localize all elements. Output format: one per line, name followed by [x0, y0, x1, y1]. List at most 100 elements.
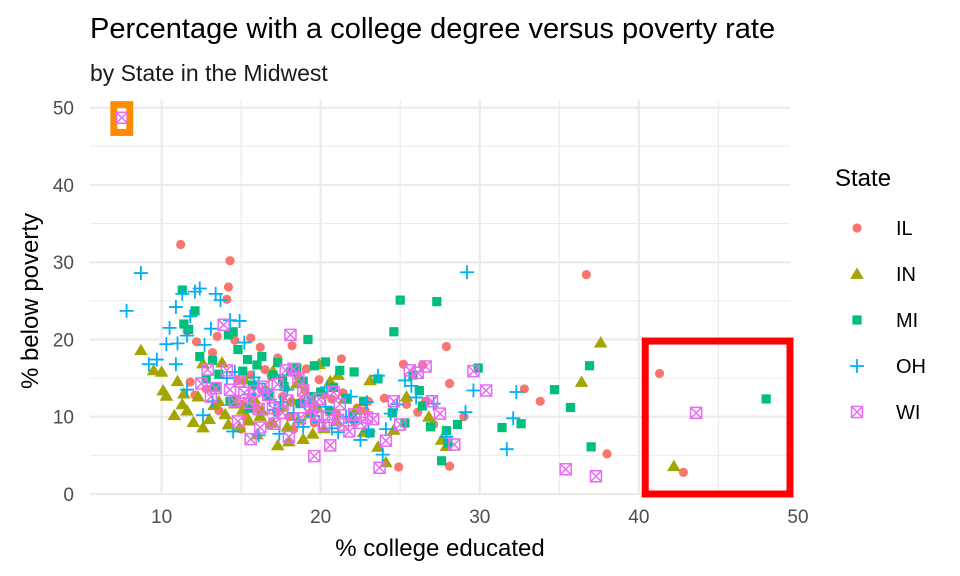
point-wi: [231, 415, 245, 428]
point-oh: [404, 378, 419, 393]
point-wi: [293, 412, 307, 425]
point-wi: [343, 425, 356, 438]
point-in: [422, 410, 436, 422]
point-wi: [308, 449, 321, 463]
point-mi: [184, 324, 194, 335]
point-mi: [432, 297, 442, 307]
point-wi: [284, 328, 297, 342]
point-il: [441, 341, 451, 352]
point-oh: [219, 371, 234, 386]
point-in: [387, 423, 401, 435]
point-mi: [586, 442, 596, 452]
data-points: [115, 111, 771, 483]
point-oh: [180, 328, 195, 343]
point-mi: [497, 422, 507, 433]
legend-key-wi: [850, 405, 864, 419]
point-il: [255, 342, 265, 352]
point-mi: [207, 355, 218, 365]
point-il: [654, 368, 665, 379]
point-oh: [375, 447, 390, 462]
y-tick-label: 30: [53, 253, 74, 274]
point-il: [225, 256, 235, 266]
point-oh: [232, 313, 247, 328]
point-wi: [366, 412, 380, 426]
point-mi: [335, 365, 345, 375]
point-oh: [195, 408, 210, 423]
point-mi: [417, 401, 428, 411]
chart-subtitle: by State in the Midwest: [90, 60, 328, 86]
point-in: [170, 374, 185, 387]
point-oh: [141, 357, 156, 372]
point-mi: [516, 419, 526, 429]
point-il: [212, 331, 222, 341]
point-wi: [201, 363, 214, 376]
point-oh: [133, 266, 148, 281]
point-mi: [268, 370, 278, 380]
point-wi: [379, 434, 393, 447]
point-wi: [309, 408, 323, 422]
point-oh: [361, 424, 376, 439]
point-oh: [370, 368, 385, 383]
point-il: [444, 461, 455, 471]
point-wi: [292, 371, 305, 385]
point-in: [167, 408, 182, 421]
legend-key-in: [850, 267, 864, 279]
point-mi: [389, 327, 399, 337]
high-education-box: [641, 337, 794, 498]
point-wi: [279, 364, 292, 377]
axis-ticks: 10 20 30 40 50 0 10 20 30 40 50: [53, 99, 809, 528]
point-il: [336, 354, 346, 364]
point-mi: [309, 361, 319, 371]
point-wi: [220, 364, 234, 377]
point-wi: [312, 392, 326, 406]
point-mi: [279, 382, 289, 392]
point-wi: [281, 394, 294, 407]
point-mi: [584, 361, 595, 371]
point-in: [305, 427, 320, 439]
point-mi: [452, 419, 463, 430]
point-oh: [237, 335, 252, 350]
legend-label-mi: MI: [896, 310, 918, 332]
point-in: [296, 432, 311, 445]
point-wi: [261, 388, 275, 402]
point-in: [667, 459, 681, 472]
point-oh: [460, 265, 475, 280]
point-in: [186, 415, 201, 428]
point-wi: [425, 395, 439, 408]
point-wi: [373, 461, 386, 474]
point-mi: [292, 363, 302, 373]
point-wi: [323, 439, 337, 452]
point-mi: [365, 428, 375, 438]
point-mi: [303, 334, 313, 345]
y-tick-label: 50: [53, 99, 74, 120]
point-wi: [393, 418, 407, 431]
point-mi: [273, 358, 283, 368]
x-tick-label: 20: [310, 507, 331, 528]
point-wi: [282, 430, 296, 444]
point-in: [282, 434, 296, 447]
point-oh: [466, 383, 481, 398]
point-oh: [205, 394, 220, 409]
legend-key-oh: [850, 359, 864, 373]
point-wi: [217, 318, 230, 332]
point-wi: [559, 463, 572, 476]
point-mi: [341, 393, 351, 403]
point-il: [678, 467, 689, 477]
point-wi: [253, 421, 267, 434]
x-tick-label: 30: [469, 507, 490, 528]
point-mi: [214, 369, 224, 379]
point-oh: [197, 337, 212, 352]
point-in: [254, 404, 269, 416]
point-il: [535, 396, 545, 406]
point-oh: [320, 380, 335, 395]
point-wi: [244, 432, 257, 446]
point-wi: [589, 469, 603, 483]
point-wi: [276, 406, 289, 420]
point-il: [379, 393, 389, 403]
point-mi: [233, 344, 243, 355]
point-mi: [443, 438, 453, 448]
point-il: [223, 282, 234, 292]
point-wi: [689, 406, 703, 420]
point-oh: [162, 320, 177, 335]
